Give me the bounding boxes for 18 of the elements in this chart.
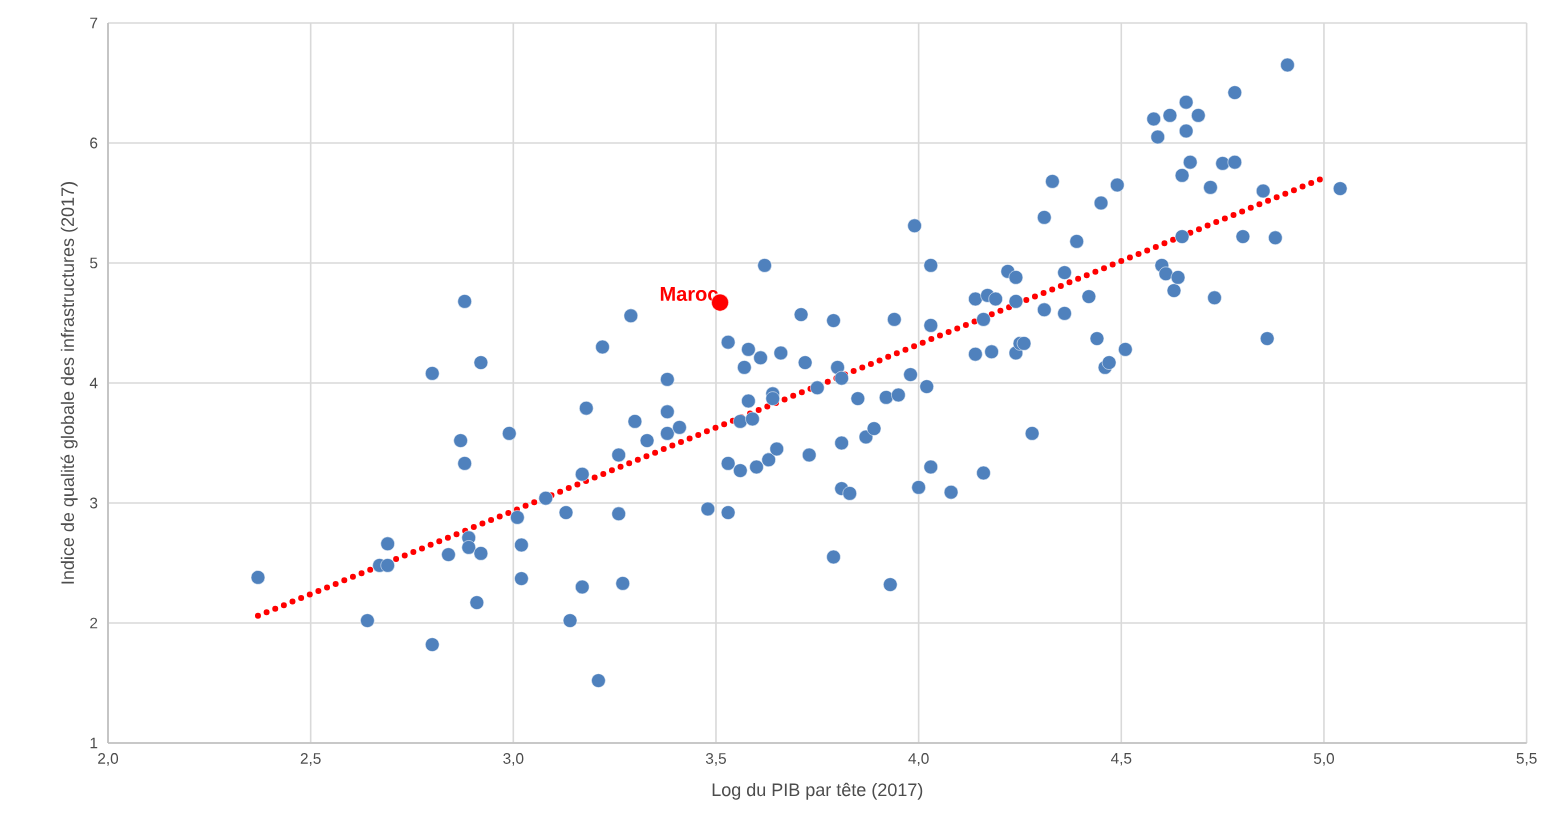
- x-tick-label: 4,0: [908, 753, 929, 766]
- x-tick-label: 5,0: [1313, 753, 1335, 766]
- y-tick-label: 3: [90, 497, 98, 509]
- x-tick-label: 3,5: [705, 753, 726, 766]
- y-tick-label: 4: [89, 377, 98, 389]
- x-tick-label: 3,0: [503, 753, 524, 766]
- y-tick-label: 6: [90, 137, 98, 149]
- x-tick-label: 2,0: [98, 753, 119, 766]
- y-tick-label: 2: [90, 617, 98, 629]
- x-tick-label: 2,5: [300, 753, 321, 766]
- x-tick-label: 4,5: [1111, 753, 1132, 766]
- y-tick-label: 7: [90, 17, 98, 29]
- x-tick-label: 5,5: [1516, 753, 1537, 766]
- x-axis-title: Log du PIB par tête (2017): [712, 782, 923, 800]
- y-tick-label: 5: [90, 257, 98, 269]
- y-axis-title: Indice de qualité globale des infrastructures (2017): [60, 182, 78, 584]
- annotation: Maroc: [660, 287, 718, 301]
- y-tick-label: 1: [90, 737, 98, 749]
